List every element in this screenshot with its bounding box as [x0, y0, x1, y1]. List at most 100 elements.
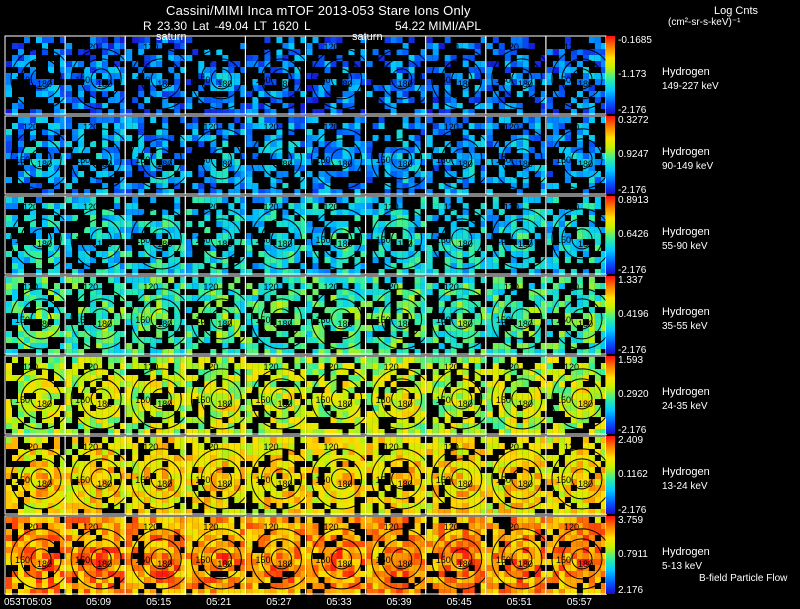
heatmap-cell — [204, 437, 211, 443]
heatmap-cell — [396, 215, 403, 221]
heatmap-cell — [282, 215, 289, 221]
heatmap-cell — [594, 171, 601, 177]
heatmap-cell — [24, 215, 30, 221]
heatmap-cell — [336, 455, 343, 461]
heatmap-cell — [102, 479, 109, 485]
heatmap-cell — [408, 387, 415, 393]
heatmap-cell — [564, 387, 571, 393]
heatmap-cell — [492, 79, 499, 85]
heatmap-cell — [504, 55, 511, 61]
heatmap-cell — [222, 479, 229, 485]
heatmap-cell — [132, 455, 139, 461]
heatmap-cell — [294, 203, 301, 209]
contour-label: 120 — [263, 122, 278, 132]
heatmap-cell — [180, 153, 187, 159]
heatmap-cell — [594, 239, 601, 245]
contour-label: 120 — [23, 122, 38, 132]
heatmap-cell — [222, 429, 229, 435]
heatmap-cell — [336, 221, 343, 227]
heatmap-cell — [402, 423, 409, 429]
heatmap-cell — [330, 479, 337, 485]
heatmap-cell — [90, 227, 97, 233]
heatmap-cell — [390, 337, 397, 343]
heatmap-cell — [324, 387, 331, 393]
heatmap-cell — [474, 49, 481, 55]
heatmap-cell — [12, 109, 18, 115]
heatmap-cell — [84, 67, 91, 73]
heatmap-cell — [150, 405, 157, 411]
heatmap-cell — [432, 159, 439, 165]
heatmap-cell — [588, 117, 595, 123]
contour-circle — [321, 138, 363, 180]
heatmap-cell — [42, 313, 48, 319]
heatmap-cell — [12, 479, 18, 485]
heatmap-cell — [42, 37, 48, 43]
heatmap-cell — [66, 491, 73, 497]
heatmap-cell — [60, 467, 66, 473]
heatmap-cell — [402, 393, 409, 399]
heatmap-cell — [360, 73, 367, 79]
heatmap-cell — [342, 251, 349, 257]
heatmap-cell — [126, 159, 133, 165]
heatmap-cell — [516, 43, 523, 49]
heatmap-cell — [198, 171, 205, 177]
heatmap-cell — [264, 387, 271, 393]
heatmap-cell — [6, 79, 12, 85]
heatmap-cell — [138, 349, 145, 355]
heatmap-cell — [78, 171, 85, 177]
heatmap-cell — [282, 221, 289, 227]
heatmap-cell — [48, 177, 54, 183]
heatmap-cell — [276, 443, 283, 449]
heatmap-cell — [240, 109, 247, 115]
heatmap-cell — [78, 363, 85, 369]
heatmap-cell — [54, 363, 60, 369]
heatmap-cell — [492, 369, 499, 375]
contour-label: 150 — [195, 395, 210, 405]
heatmap-cell — [456, 159, 463, 165]
heatmap-cell — [444, 103, 451, 109]
heatmap-cell — [108, 375, 115, 381]
heatmap-cell — [54, 283, 60, 289]
heatmap-cell — [54, 269, 60, 275]
heatmap-cell — [270, 209, 277, 215]
heatmap-cell — [96, 417, 103, 423]
heatmap-cell — [144, 423, 151, 429]
heatmap-cell — [498, 277, 505, 283]
heatmap-cell — [36, 343, 42, 349]
contour-label: 120 — [504, 282, 519, 292]
heatmap-cell — [300, 109, 307, 115]
heatmap-cell — [222, 443, 229, 449]
heatmap-cell — [102, 103, 109, 109]
heatmap-cell — [240, 429, 247, 435]
heatmap-cell — [408, 135, 415, 141]
heatmap-cell — [228, 61, 235, 67]
heatmap-cell — [294, 277, 301, 283]
heatmap-cell — [342, 153, 349, 159]
heatmap-cell — [498, 49, 505, 55]
heatmap-cell — [480, 381, 487, 387]
heatmap-cell — [276, 387, 283, 393]
heatmap-cell — [438, 289, 445, 295]
heatmap-cell — [312, 269, 319, 275]
heatmap-cell — [456, 295, 463, 301]
heatmap-cell — [432, 147, 439, 153]
heatmap-cell — [36, 79, 42, 85]
heatmap-cell — [228, 429, 235, 435]
heatmap-cell — [402, 363, 409, 369]
heatmap-cell — [396, 171, 403, 177]
heatmap-cell — [306, 171, 313, 177]
heatmap-cell — [576, 349, 583, 355]
heatmap-cell — [156, 387, 163, 393]
heatmap-cell — [234, 479, 241, 485]
heatmap-cell — [234, 197, 241, 203]
contour-label: 150 — [436, 315, 451, 325]
heatmap-cell — [186, 349, 193, 355]
heatmap-cell — [96, 319, 103, 325]
heatmap-cell — [300, 479, 307, 485]
heatmap-cell — [12, 295, 18, 301]
heatmap-cell — [96, 503, 103, 509]
heatmap-cell — [306, 73, 313, 79]
contour-label: 180 — [458, 319, 473, 329]
heatmap-cell — [312, 147, 319, 153]
heatmap-cell — [342, 171, 349, 177]
